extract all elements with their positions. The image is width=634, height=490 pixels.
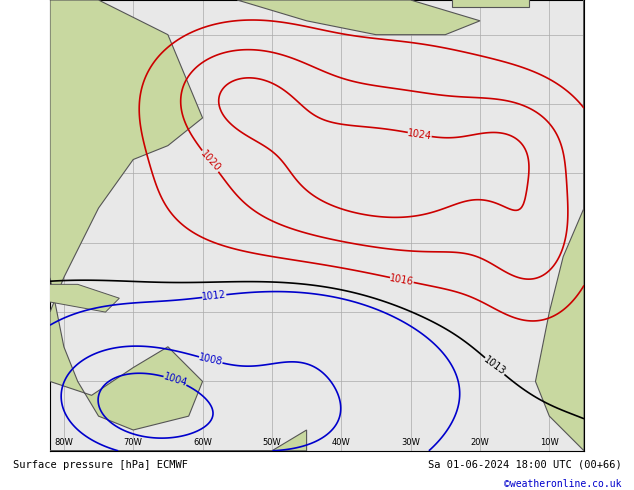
Text: 60W: 60W bbox=[193, 439, 212, 447]
Text: 1008: 1008 bbox=[198, 352, 224, 368]
Text: 10W: 10W bbox=[540, 439, 559, 447]
Text: Surface pressure [hPa] ECMWF: Surface pressure [hPa] ECMWF bbox=[13, 460, 188, 469]
Text: 30W: 30W bbox=[401, 439, 420, 447]
Text: 1024: 1024 bbox=[407, 128, 432, 141]
Polygon shape bbox=[452, 0, 529, 7]
Text: 1016: 1016 bbox=[389, 273, 415, 287]
Text: 20W: 20W bbox=[470, 439, 489, 447]
Text: 70W: 70W bbox=[124, 439, 143, 447]
Polygon shape bbox=[50, 0, 203, 430]
Text: 1012: 1012 bbox=[202, 290, 227, 302]
Polygon shape bbox=[29, 284, 119, 312]
Text: Sa 01-06-2024 18:00 UTC (00+66): Sa 01-06-2024 18:00 UTC (00+66) bbox=[427, 460, 621, 469]
Text: 1020: 1020 bbox=[198, 148, 223, 173]
Text: 1013: 1013 bbox=[482, 355, 508, 377]
Text: 50W: 50W bbox=[262, 439, 281, 447]
Polygon shape bbox=[50, 430, 307, 451]
Text: 1004: 1004 bbox=[162, 372, 188, 389]
Polygon shape bbox=[536, 0, 584, 451]
Text: 40W: 40W bbox=[332, 439, 351, 447]
Text: ©weatheronline.co.uk: ©weatheronline.co.uk bbox=[504, 479, 621, 489]
Text: 80W: 80W bbox=[55, 439, 74, 447]
Polygon shape bbox=[237, 0, 480, 35]
